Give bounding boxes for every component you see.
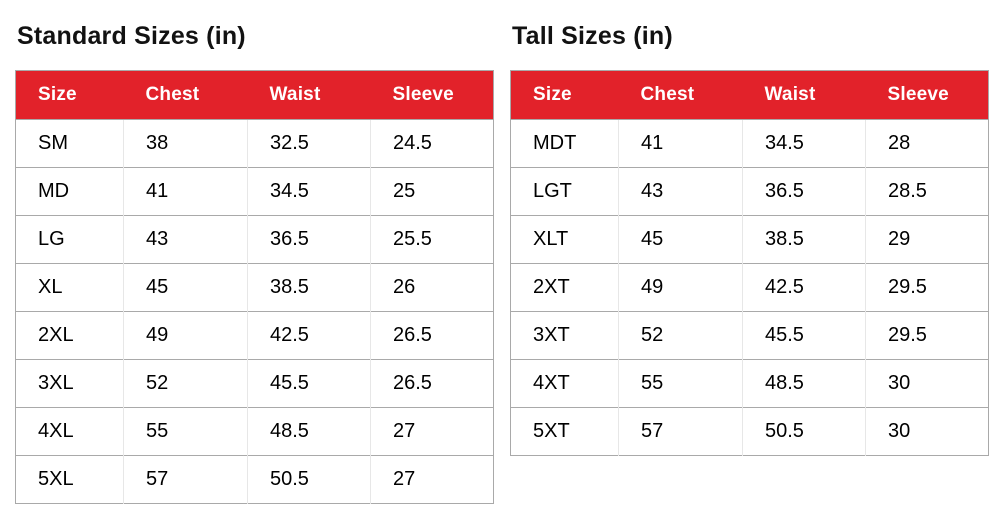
table-cell: 41 <box>123 167 248 216</box>
table-cell: 25 <box>370 167 494 216</box>
table-cell: 29.5 <box>865 263 989 312</box>
table-cell: 30 <box>865 359 989 408</box>
table-row: 3XL 52 45.5 26.5 <box>15 359 494 408</box>
table-row: 2XL 49 42.5 26.5 <box>15 311 494 360</box>
table-cell: 36.5 <box>247 215 371 264</box>
table-row: XL 45 38.5 26 <box>15 263 494 312</box>
table-cell: 55 <box>123 407 248 456</box>
header-row: Size Chest Waist Sleeve <box>15 70 494 120</box>
column-header: Waist <box>247 70 371 120</box>
table-cell: 38.5 <box>742 215 866 264</box>
table-row: MDT 41 34.5 28 <box>510 119 989 168</box>
table-cell: 27 <box>370 455 494 504</box>
column-header: Size <box>510 70 619 120</box>
table-cell: 38.5 <box>247 263 371 312</box>
table-cell: 3XT <box>510 311 619 360</box>
table-cell: 5XL <box>15 455 124 504</box>
table-cell: 4XL <box>15 407 124 456</box>
table-row: 4XT 55 48.5 30 <box>510 359 989 408</box>
table-cell: MD <box>15 167 124 216</box>
table-cell: 5XT <box>510 407 619 456</box>
table-cell: 49 <box>123 311 248 360</box>
table-cell: 55 <box>618 359 743 408</box>
table-cell: 43 <box>123 215 248 264</box>
table-row: 4XL 55 48.5 27 <box>15 407 494 456</box>
table-row: LG 43 36.5 25.5 <box>15 215 494 264</box>
table-cell: 36.5 <box>742 167 866 216</box>
table-cell: 29.5 <box>865 311 989 360</box>
table-cell: LGT <box>510 167 619 216</box>
table-cell: XL <box>15 263 124 312</box>
table-row: 2XT 49 42.5 29.5 <box>510 263 989 312</box>
table-cell: 45.5 <box>742 311 866 360</box>
table-cell: 43 <box>618 167 743 216</box>
table-cell: 32.5 <box>247 119 371 168</box>
column-header: Sleeve <box>865 70 989 120</box>
table-cell: 2XL <box>15 311 124 360</box>
column-header: Size <box>15 70 124 120</box>
table-cell: 27 <box>370 407 494 456</box>
table-row: MD 41 34.5 25 <box>15 167 494 216</box>
table-cell: LG <box>15 215 124 264</box>
table-cell: 41 <box>618 119 743 168</box>
column-header: Chest <box>618 70 743 120</box>
table-cell: 45 <box>123 263 248 312</box>
column-header: Waist <box>742 70 866 120</box>
table-cell: 52 <box>123 359 248 408</box>
table-row: 5XT 57 50.5 30 <box>510 407 989 456</box>
table-cell: 50.5 <box>247 455 371 504</box>
header-row: Size Chest Waist Sleeve <box>510 70 989 120</box>
table-row: XLT 45 38.5 29 <box>510 215 989 264</box>
table-cell: 57 <box>618 407 743 456</box>
table-cell: 26.5 <box>370 311 494 360</box>
standard-sizes-table: Size Chest Waist Sleeve SM 38 32.5 24.5 MD 41 34.5… <box>15 70 494 504</box>
column-header: Sleeve <box>370 70 494 120</box>
table-cell: 57 <box>123 455 248 504</box>
table-cell: 34.5 <box>742 119 866 168</box>
standard-sizes-title: Standard Sizes (in) <box>17 22 246 50</box>
table-cell: 45 <box>618 215 743 264</box>
tall-sizes-table: Size Chest Waist Sleeve MDT 41 34.5 28 LGT 43 36.5… <box>510 70 989 456</box>
table-cell: 48.5 <box>247 407 371 456</box>
tall-sizes-title: Tall Sizes (in) <box>512 22 673 50</box>
table-cell: 30 <box>865 407 989 456</box>
table-cell: 24.5 <box>370 119 494 168</box>
table-cell: SM <box>15 119 124 168</box>
standard-sizes-section: Standard Sizes (in) Size Chest Waist Sleeve… <box>15 21 494 504</box>
table-cell: 3XL <box>15 359 124 408</box>
table-cell: 28 <box>865 119 989 168</box>
table-cell: XLT <box>510 215 619 264</box>
table-cell: 52 <box>618 311 743 360</box>
table-row: 5XL 57 50.5 27 <box>15 455 494 504</box>
table-cell: 25.5 <box>370 215 494 264</box>
table-cell: MDT <box>510 119 619 168</box>
size-charts-page: Standard Sizes (in) Size Chest Waist Sleeve… <box>15 21 989 504</box>
table-cell: 34.5 <box>247 167 371 216</box>
table-cell: 38 <box>123 119 248 168</box>
tall-sizes-section: Tall Sizes (in) Size Chest Waist Sleeve MDT 4… <box>510 21 989 504</box>
table-cell: 42.5 <box>742 263 866 312</box>
column-header: Chest <box>123 70 248 120</box>
table-cell: 50.5 <box>742 407 866 456</box>
table-row: LGT 43 36.5 28.5 <box>510 167 989 216</box>
table-cell: 49 <box>618 263 743 312</box>
table-cell: 26.5 <box>370 359 494 408</box>
table-cell: 4XT <box>510 359 619 408</box>
table-cell: 42.5 <box>247 311 371 360</box>
table-cell: 28.5 <box>865 167 989 216</box>
table-cell: 48.5 <box>742 359 866 408</box>
table-cell: 45.5 <box>247 359 371 408</box>
table-cell: 26 <box>370 263 494 312</box>
table-row: SM 38 32.5 24.5 <box>15 119 494 168</box>
table-cell: 29 <box>865 215 989 264</box>
table-row: 3XT 52 45.5 29.5 <box>510 311 989 360</box>
table-cell: 2XT <box>510 263 619 312</box>
